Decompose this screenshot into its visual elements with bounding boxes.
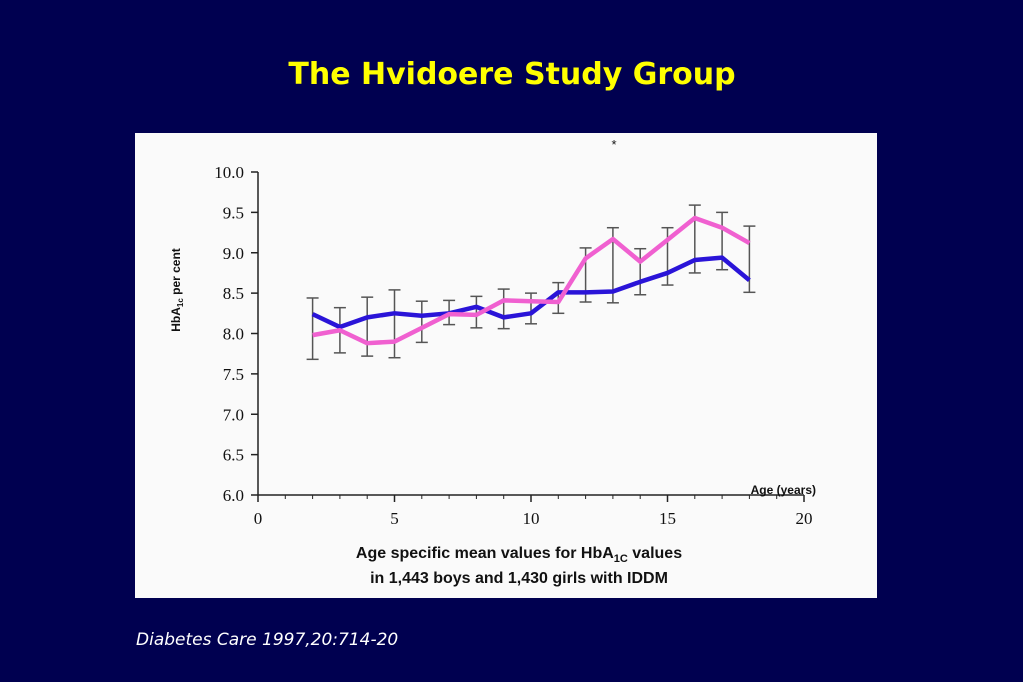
x-axis-label: Age (years) xyxy=(751,483,816,497)
caption-line: Age specific mean values for HbA1C value… xyxy=(356,545,682,565)
y-tick-label: 9.0 xyxy=(223,244,244,263)
caption-sub: 1C xyxy=(614,553,628,565)
chart: 6.06.57.07.58.08.59.09.510.00 5 10 15 20HbA1… xyxy=(169,137,816,587)
x-tick-label: 10 xyxy=(523,509,540,528)
y-tick-label: 9.5 xyxy=(223,203,244,222)
y-label-sub: 1c xyxy=(176,298,185,307)
annotation: * xyxy=(611,137,616,152)
y-tick-label: 10.0 xyxy=(214,163,244,182)
y-tick-label: 8.0 xyxy=(223,325,244,344)
series-line xyxy=(312,215,751,346)
error-bar xyxy=(634,247,647,296)
y-axis-label: HbA1c per cent xyxy=(169,248,185,332)
y-label-main: HbA xyxy=(169,307,183,332)
error-bar xyxy=(525,292,537,325)
chart-panel xyxy=(135,133,877,598)
x-tick-label: 0 xyxy=(254,509,263,528)
y-label-rest: per cent xyxy=(169,248,183,298)
caption-line: in 1,443 boys and 1,430 girls with IDDM xyxy=(370,570,668,587)
caption-text: Age specific mean values for HbA xyxy=(356,545,614,562)
error-bar xyxy=(388,289,401,359)
error-bar xyxy=(743,225,756,294)
error-bar xyxy=(470,295,483,329)
error-bar xyxy=(415,300,428,344)
x-tick-label: 20 xyxy=(796,509,813,528)
error-bar xyxy=(361,296,374,357)
y-tick-label: 6.5 xyxy=(223,446,244,465)
series-line xyxy=(311,255,751,330)
x-tick-label: 15 xyxy=(659,509,676,528)
error-bar xyxy=(306,297,319,361)
x-tick-label: 5 xyxy=(390,509,399,528)
caption-text: values xyxy=(628,545,682,562)
y-tick-label: 7.0 xyxy=(223,405,244,424)
y-tick-label: 6.0 xyxy=(223,486,244,505)
slide-title: The Hvidoere Study Group xyxy=(288,57,735,92)
citation: Diabetes Care 1997,20:714-20 xyxy=(136,630,398,650)
y-tick-label: 8.5 xyxy=(223,284,244,303)
y-tick-label: 7.5 xyxy=(223,365,244,384)
error-bar xyxy=(497,288,510,330)
